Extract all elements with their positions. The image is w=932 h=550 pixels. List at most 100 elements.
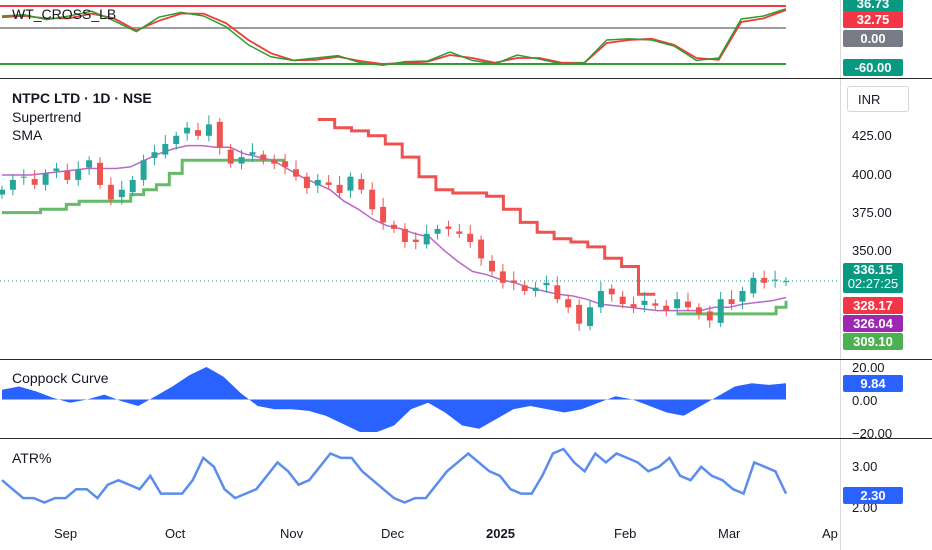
x-axis-year-label: 2025	[486, 526, 515, 541]
atr-tick: 3.00	[852, 459, 878, 474]
candle-body	[652, 303, 659, 306]
candle-body	[75, 170, 82, 180]
candle-body	[510, 280, 517, 283]
candle-body	[358, 179, 365, 190]
candle-body	[347, 176, 354, 191]
supertrend-down-badge: 328.17	[843, 297, 903, 314]
price-tick: 425.00	[852, 128, 892, 143]
candle-body	[750, 277, 757, 294]
x-axis-label: Ap	[822, 526, 838, 541]
candle-body	[685, 301, 691, 308]
candle-body	[478, 239, 485, 259]
candle-body	[64, 170, 71, 180]
candle-body	[521, 285, 528, 291]
last-price-badge: 336.15 02:27:25	[843, 263, 903, 293]
candle-body	[53, 168, 60, 171]
candle-body	[86, 160, 93, 168]
coppock-tick: 0.00	[852, 393, 878, 408]
supertrend-label[interactable]: Supertrend	[12, 109, 82, 125]
x-axis-label: Dec	[381, 526, 405, 541]
candle-body	[380, 206, 387, 223]
candle-body	[532, 287, 539, 291]
candle-body	[129, 179, 136, 193]
atr-pane-title[interactable]: ATR%	[12, 450, 52, 466]
candle-body	[706, 311, 713, 321]
candle-body	[499, 271, 506, 283]
candle-body	[325, 182, 332, 185]
coppock-tick: 20.00	[852, 360, 885, 375]
candle-body	[260, 154, 267, 161]
pane-separator-2[interactable]	[0, 359, 932, 360]
x-axis-label: Mar	[718, 526, 741, 541]
candle-body	[282, 161, 289, 167]
currency-selector[interactable]: INR	[847, 86, 909, 112]
wt-level-badge-3: 0.00	[843, 30, 903, 47]
candle-body	[249, 152, 256, 155]
supertrend-up-line	[2, 158, 286, 215]
bar-countdown: 02:27:25	[847, 276, 899, 291]
x-axis-label: Feb	[614, 526, 637, 541]
pane-separator-3[interactable]	[0, 438, 932, 439]
candle-body	[205, 124, 212, 136]
candle-body	[467, 233, 474, 242]
candle-body	[401, 228, 408, 242]
candle-body	[434, 228, 441, 234]
main-pane-title[interactable]: NTPC LTD · 1D · NSE	[12, 90, 152, 106]
wt-pane-title[interactable]: WT_CROSS_LB	[12, 6, 117, 22]
wt-level-badge-1: 36.73	[843, 0, 903, 12]
candle-body	[369, 189, 376, 210]
candle-body	[619, 296, 626, 304]
sma-label[interactable]: SMA	[12, 127, 43, 143]
candle-body	[42, 173, 49, 185]
candle-body	[554, 285, 561, 300]
candle-body	[445, 226, 452, 229]
candle-body	[456, 231, 463, 234]
candle-body	[107, 184, 114, 200]
candle-body	[184, 127, 191, 134]
candle-body	[565, 299, 572, 308]
x-axis-label: Oct	[165, 526, 186, 541]
candle-body	[772, 279, 779, 281]
coppock-value-badge: 9.84	[843, 375, 903, 392]
candle-body	[597, 291, 604, 308]
candle-body	[783, 281, 789, 283]
candle-body	[674, 299, 681, 309]
candle-body	[761, 277, 768, 283]
candle-body	[717, 299, 724, 323]
candle-body	[576, 304, 583, 324]
candle-body	[9, 179, 16, 190]
candle-body	[412, 239, 419, 242]
coppock-area	[2, 367, 786, 432]
candle-body	[173, 135, 180, 144]
candle-body	[151, 152, 158, 158]
candle-body	[216, 121, 223, 148]
coppock-pane-title[interactable]: Coppock Curve	[12, 370, 109, 386]
candle-body	[543, 282, 550, 286]
wt-level-badge-2: 32.75	[843, 11, 903, 28]
candle-body	[118, 189, 125, 198]
supertrend-down-line	[317, 118, 656, 296]
candle-body	[31, 179, 38, 185]
candle-body	[423, 233, 430, 245]
candle-body	[608, 288, 615, 295]
wt-level-badge-4: -60.00	[843, 59, 903, 76]
atr-line	[1, 447, 788, 504]
atr-value-badge: 2.30	[843, 487, 903, 504]
wt1-line	[1, 8, 787, 66]
candle-body	[20, 176, 27, 178]
price-tick: 400.00	[852, 167, 892, 182]
candle-body	[162, 144, 169, 155]
candle-body	[391, 224, 397, 229]
price-axis-separator	[840, 0, 841, 550]
price-tick: 350.00	[852, 243, 892, 258]
price-tick: 375.00	[852, 205, 892, 220]
pane-separator-1[interactable]	[0, 78, 932, 79]
candle-body	[739, 291, 746, 302]
candle-body	[227, 149, 234, 164]
candle-body	[97, 162, 103, 185]
candle-body	[663, 305, 670, 311]
candle-body	[336, 184, 343, 193]
candle-body	[238, 157, 245, 164]
